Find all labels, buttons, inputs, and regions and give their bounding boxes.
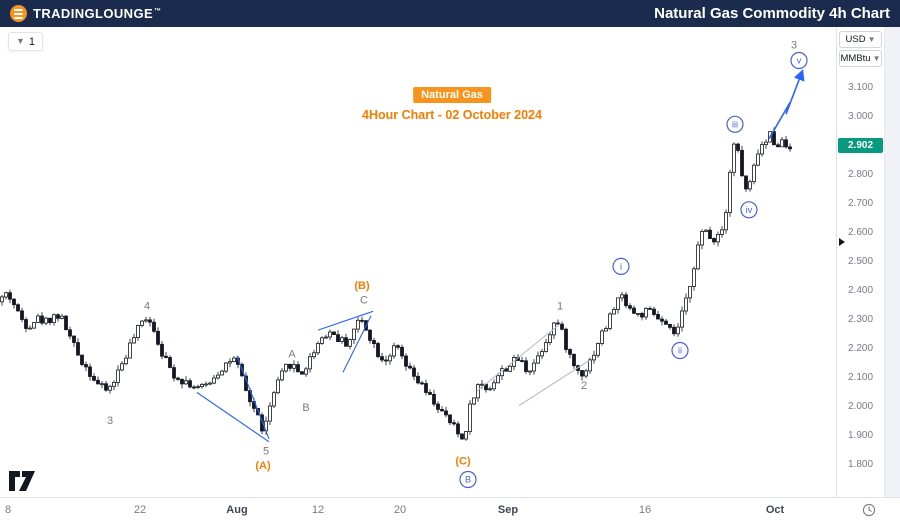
price-tick: 3.100: [847, 82, 874, 93]
unit-button[interactable]: MMBtu ▼: [839, 50, 882, 67]
tradinglounge-logo: TRADINGLOUNGE™: [10, 5, 161, 22]
chevron-down-icon: ▼: [872, 53, 881, 63]
svg-text:C: C: [360, 295, 368, 307]
price-tick: 2.100: [847, 372, 874, 383]
svg-text:ii: ii: [678, 346, 682, 356]
price-tick: 2.500: [847, 256, 874, 267]
svg-text:v: v: [797, 56, 802, 66]
right-panel-strip: [884, 27, 900, 497]
svg-text:(B): (B): [354, 280, 370, 292]
svg-text:B: B: [302, 402, 309, 414]
time-tick: Oct: [765, 504, 785, 516]
logo-text: TRADINGLOUNGE™: [33, 6, 162, 21]
svg-text:3: 3: [791, 40, 797, 52]
trend-lines: [196, 310, 590, 443]
unit-label: MMBtu: [840, 53, 871, 64]
time-tick: Aug: [226, 504, 248, 516]
price-tick: 2.700: [847, 198, 874, 209]
time-tick: 22: [133, 504, 147, 516]
clock-icon[interactable]: [862, 503, 876, 517]
time-tick: 8: [4, 504, 12, 516]
current-price-label: 2.902: [838, 137, 883, 153]
svg-text:3: 3: [107, 415, 113, 427]
chevron-down-icon: ▼: [867, 34, 876, 44]
interval-value: 1: [28, 35, 36, 48]
price-tick: 2.600: [847, 227, 874, 238]
price-tick: 2.800: [847, 169, 874, 180]
time-tick: 12: [311, 504, 325, 516]
price-tick: 1.900: [847, 430, 874, 441]
svg-text:B: B: [465, 475, 471, 485]
svg-text:5: 5: [263, 446, 269, 458]
svg-text:1: 1: [557, 301, 563, 313]
svg-text:i: i: [620, 261, 622, 271]
currency-label: USD: [845, 34, 866, 45]
chevron-down-icon: ▼: [16, 36, 25, 46]
time-tick: 20: [393, 504, 407, 516]
currency-button[interactable]: USD ▼: [839, 31, 882, 48]
time-tick: Sep: [497, 504, 519, 516]
trademark-symbol: ™: [154, 7, 162, 15]
svg-text:iii: iii: [732, 119, 738, 129]
page-title: Natural Gas Commodity 4h Chart: [654, 5, 890, 22]
price-tick: 1.800: [847, 459, 874, 470]
chart-subtitle: 4Hour Chart - 02 October 2024: [362, 108, 542, 122]
interval-selector[interactable]: ▼ 1: [8, 32, 44, 51]
symbol-badge: Natural Gas: [413, 87, 491, 103]
svg-text:A: A: [288, 348, 296, 360]
price-tick: 2.400: [847, 285, 874, 296]
price-tick: 2.300: [847, 314, 874, 325]
price-tick: 2.200: [847, 343, 874, 354]
tradinglounge-logo-icon: [10, 5, 27, 22]
app-header: TRADINGLOUNGE™ Natural Gas Commodity 4h …: [0, 0, 900, 27]
price-tick: 3.000: [847, 111, 874, 122]
projection-arrow: [768, 69, 805, 140]
axis-marker-icon: [839, 238, 845, 246]
svg-text:4: 4: [144, 301, 150, 313]
svg-text:(C): (C): [455, 456, 471, 468]
svg-text:iv: iv: [746, 205, 753, 215]
candles: [0, 127, 792, 441]
tradingview-logo-icon[interactable]: [8, 470, 36, 497]
svg-text:(A): (A): [255, 460, 271, 472]
time-axis[interactable]: 8 22 Aug 12 20 Sep 16 Oct: [0, 497, 900, 522]
price-tick: 2.000: [847, 401, 874, 412]
price-axis[interactable]: USD ▼ MMBtu ▼ 3.100 3.000 2.800 2.700 2.600 2…: [836, 27, 884, 497]
time-tick: 16: [638, 504, 652, 516]
svg-text:2: 2: [581, 380, 587, 392]
